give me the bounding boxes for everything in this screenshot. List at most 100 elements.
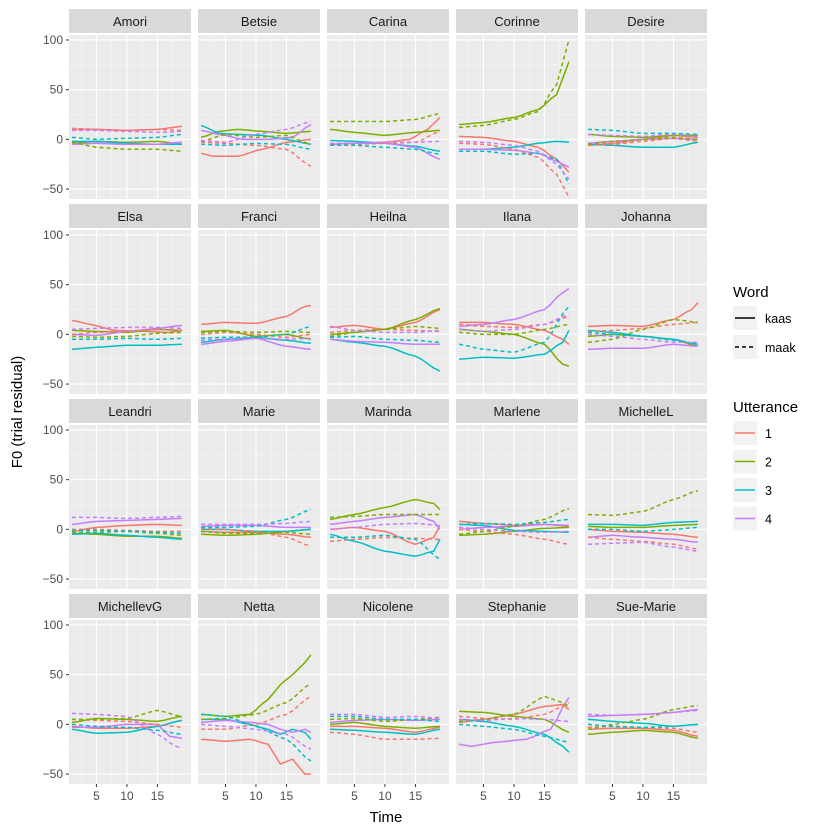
series-line-utterance-3-maak (72, 529, 182, 535)
x-tick-label: 15 (667, 789, 681, 803)
series-line-utterance-3-maak (588, 526, 698, 533)
series-line-utterance-2-kaas (200, 128, 311, 139)
legend: Word Utterance kaas maak 1 2 3 4 (733, 284, 798, 531)
strip-background (456, 9, 578, 33)
series-line-utterance-1-kaas (201, 530, 311, 539)
series-line-utterance-1-maak (201, 695, 312, 731)
series-line-utterance-3-kaas (200, 124, 312, 146)
series-line-utterance-4-kaas (330, 513, 441, 530)
strip-background (327, 399, 449, 423)
series-line-utterance-4-maak (201, 723, 312, 750)
panel-background (327, 35, 449, 199)
strip-background (585, 399, 707, 423)
panel-johanna: Johanna (585, 204, 707, 394)
series-line-utterance-1-maak (587, 725, 698, 734)
series-line-utterance-1-kaas (72, 125, 182, 132)
panel-background (69, 620, 191, 784)
panel-background (69, 35, 191, 199)
series-line-utterance-1-kaas (201, 304, 312, 326)
series-line-utterance-3-maak (330, 144, 441, 156)
series-line-utterance-1-kaas (459, 321, 570, 345)
series-line-utterance-4-kaas (72, 723, 183, 740)
series-line-utterance-2-maak (201, 330, 311, 334)
strip-background (198, 9, 320, 33)
series-line-utterance-2-kaas (587, 523, 698, 529)
x-tick-label: 15 (409, 789, 423, 803)
series-line-utterance-2-maak (587, 136, 698, 146)
series-line-utterance-3-kaas (459, 330, 570, 360)
series-line-utterance-4-maak (459, 717, 569, 723)
series-line-utterance-1-kaas (459, 135, 570, 173)
y-tick-label: 0 (56, 327, 63, 341)
series-line-utterance-4-kaas (459, 148, 570, 168)
series-line-utterance-2-kaas (587, 729, 699, 740)
strip-background (198, 594, 320, 618)
series-line-utterance-1-kaas (201, 738, 311, 775)
series-line-utterance-2-kaas (201, 329, 312, 341)
panel-background (585, 620, 707, 784)
series-line-utterance-4-kaas (71, 141, 182, 146)
x-tick-label: 5 (93, 789, 100, 803)
series-line-utterance-4-kaas (458, 697, 570, 747)
series-line-utterance-2-maak (71, 331, 182, 339)
strip-label: Desire (627, 14, 665, 29)
series-line-utterance-4-maak (587, 541, 698, 552)
x-tick-label: 15 (538, 789, 552, 803)
legend-title-word: Word (733, 284, 769, 301)
strip-label: Leandri (108, 404, 151, 419)
panel-background (327, 230, 449, 394)
facet-panels: Amori Betsie Carina Corinne Desire Elsa Franci… (69, 9, 707, 784)
y-tick-label: 100 (43, 423, 63, 437)
strip-label: Marinda (365, 404, 413, 419)
series-line-utterance-2-maak (587, 489, 699, 517)
y-tick-label: 100 (43, 33, 63, 47)
panel-background (585, 35, 707, 199)
series-line-utterance-1-kaas (587, 302, 699, 328)
strip-background (327, 9, 449, 33)
strip-label: Elsa (117, 209, 143, 224)
series-line-utterance-3-maak (330, 534, 441, 560)
series-line-utterance-3-kaas (587, 329, 699, 346)
panel-marie: Marie (198, 399, 320, 589)
series-line-utterance-1-maak (330, 536, 440, 543)
series-line-utterance-3-maak (459, 150, 570, 185)
panel-background (198, 620, 320, 784)
panel-background (456, 425, 578, 589)
x-tick-label: 5 (222, 789, 229, 803)
legend-label-utterance-4: 4 (765, 513, 772, 527)
series-line-utterance-3-maak (459, 518, 569, 526)
series-line-utterance-4-kaas (459, 287, 570, 328)
panel-desire: Desire (585, 9, 707, 199)
x-tick-label: 10 (249, 789, 263, 803)
series-line-utterance-1-maak (71, 127, 182, 132)
series-line-utterance-1-kaas (330, 725, 441, 734)
strip-background (327, 204, 449, 228)
strip-label: Johanna (621, 209, 672, 224)
strip-label: Marie (243, 404, 276, 419)
legend-title-utterance: Utterance (733, 399, 798, 416)
panel-background (585, 425, 707, 589)
series-line-utterance-2-maak (330, 513, 440, 519)
strip-label: Amori (113, 14, 147, 29)
series-line-utterance-3-maak (201, 508, 312, 529)
panel-michellevg: MichellevG (69, 594, 191, 784)
series-line-utterance-3-kaas (201, 528, 311, 533)
panel-background (69, 230, 191, 394)
series-line-utterance-4-kaas (71, 517, 182, 526)
series-line-utterance-3-kaas (330, 728, 441, 736)
series-line-utterance-1-maak (459, 528, 570, 546)
panel-franci: Franci (198, 204, 320, 394)
strip-label: Betsie (241, 14, 277, 29)
panel-background (198, 425, 320, 589)
series-line-utterance-3-kaas (71, 532, 182, 541)
series-line-utterance-3-maak (201, 325, 312, 340)
series-line-utterance-4-maak (72, 515, 182, 520)
series-line-utterance-4-maak (201, 337, 311, 342)
panel-heilna: Heilna (327, 204, 449, 394)
strip-label: MichelleL (619, 404, 674, 419)
series-line-utterance-3-maak (330, 715, 440, 723)
series-line-utterance-4-kaas (330, 338, 440, 346)
strip-background (69, 204, 191, 228)
strip-label: Franci (241, 209, 277, 224)
